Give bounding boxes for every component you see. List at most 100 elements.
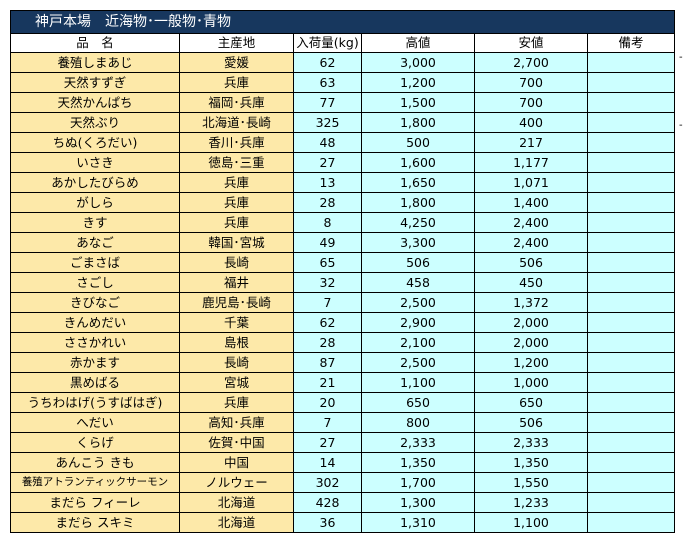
cell-high-price: 650	[361, 392, 475, 413]
cell-high-price: 1,800	[361, 112, 475, 133]
cell-origin: 愛媛	[179, 52, 294, 73]
cell-high-price: 1,800	[361, 192, 475, 213]
cell-notes	[586, 412, 676, 433]
cell-high-price: 500	[361, 132, 475, 153]
cell-low-price: 1,000	[474, 372, 588, 393]
table-row: くらげ 佐賀･中国 27 2,333 2,333	[10, 432, 676, 453]
cell-low-price: 506	[474, 412, 588, 433]
cell-notes	[586, 152, 676, 173]
cell-origin: 兵庫	[179, 392, 294, 413]
table-row: あんこう きも 中国 14 1,350 1,350	[10, 452, 676, 473]
cell-name: 養殖アトランティックサーモン	[10, 472, 180, 493]
cell-name: 赤かます	[10, 352, 180, 373]
cell-origin: 韓国･宮城	[179, 232, 294, 253]
cell-low-price: 2,400	[474, 232, 588, 253]
sheet-edge-mark: -	[679, 52, 683, 63]
cell-low-price: 506	[474, 252, 588, 273]
cell-notes	[586, 332, 676, 353]
cell-high-price: 1,310	[361, 512, 475, 533]
cell-name: きす	[10, 212, 180, 233]
cell-origin: 兵庫	[179, 212, 294, 233]
cell-high-price: 506	[361, 252, 475, 273]
cell-quantity: 302	[293, 472, 362, 493]
table-row: さごし 福井 32 458 450	[10, 272, 676, 293]
cell-name: うちわはげ(うすばはぎ)	[10, 392, 180, 413]
cell-name: きびなご	[10, 292, 180, 313]
cell-high-price: 1,350	[361, 452, 475, 473]
cell-origin: 高知･兵庫	[179, 412, 294, 433]
cell-high-price: 1,600	[361, 152, 475, 173]
cell-quantity: 32	[293, 272, 362, 293]
cell-origin: 兵庫	[179, 172, 294, 193]
cell-quantity: 87	[293, 352, 362, 373]
cell-notes	[586, 452, 676, 473]
cell-high-price: 2,333	[361, 432, 475, 453]
cell-high-price: 1,100	[361, 372, 475, 393]
cell-origin: 福岡･兵庫	[179, 92, 294, 113]
cell-origin: 島根	[179, 332, 294, 353]
header-origin: 主産地	[179, 33, 294, 53]
table-row: 黒めばる 宮城 21 1,100 1,000	[10, 372, 676, 393]
cell-quantity: 36	[293, 512, 362, 533]
cell-quantity: 7	[293, 412, 362, 433]
cell-quantity: 63	[293, 72, 362, 93]
cell-notes	[586, 72, 676, 93]
cell-low-price: 1,350	[474, 452, 588, 473]
cell-high-price: 1,650	[361, 172, 475, 193]
table-row: 天然ぶり 北海道･長崎 325 1,800 400	[10, 112, 676, 133]
cell-notes	[586, 92, 676, 113]
cell-quantity: 14	[293, 452, 362, 473]
header-low-price: 安値	[474, 33, 588, 53]
cell-quantity: 48	[293, 132, 362, 153]
cell-low-price: 700	[474, 72, 588, 93]
cell-origin: 北海道	[179, 512, 294, 533]
table-row: 養殖しまあじ 愛媛 62 3,000 2,700	[10, 52, 676, 73]
header-high-price: 高値	[361, 33, 475, 53]
cell-low-price: 2,000	[474, 332, 588, 353]
cell-high-price: 3,000	[361, 52, 475, 73]
table-title: 神戸本場 近海物･一般物･青物	[9, 10, 676, 34]
cell-notes	[586, 172, 676, 193]
cell-low-price: 2,700	[474, 52, 588, 73]
cell-high-price: 2,500	[361, 292, 475, 313]
cell-low-price: 1,233	[474, 492, 588, 513]
cell-origin: 北海道･長崎	[179, 112, 294, 133]
cell-origin: 長崎	[179, 352, 294, 373]
cell-name: まだら フィーレ	[10, 492, 180, 513]
header-quantity: 入荷量(kg)	[293, 33, 362, 53]
cell-low-price: 400	[474, 112, 588, 133]
cell-name: へだい	[10, 412, 180, 433]
table-row: 天然かんぱち 福岡･兵庫 77 1,500 700	[10, 92, 676, 113]
cell-high-price: 1,500	[361, 92, 475, 113]
cell-origin: 徳島･三重	[179, 152, 294, 173]
header-name: 品 名	[10, 33, 180, 53]
cell-name: 天然すずぎ	[10, 72, 180, 93]
table-row: いさき 徳島･三重 27 1,600 1,177	[10, 152, 676, 173]
cell-high-price: 1,300	[361, 492, 475, 513]
table-row: あなご 韓国･宮城 49 3,300 2,400	[10, 232, 676, 253]
cell-notes	[586, 192, 676, 213]
cell-notes	[586, 432, 676, 453]
cell-low-price: 1,177	[474, 152, 588, 173]
cell-quantity: 28	[293, 332, 362, 353]
table-row: ささかれい 島根 28 2,100 2,000	[10, 332, 676, 353]
cell-low-price: 650	[474, 392, 588, 413]
cell-notes	[586, 112, 676, 133]
header-row: 品 名 主産地 入荷量(kg) 高値 安値 備考	[10, 33, 676, 53]
table-row: うちわはげ(うすばはぎ) 兵庫 20 650 650	[10, 392, 676, 413]
cell-name: ささかれい	[10, 332, 180, 353]
table-row: きす 兵庫 8 4,250 2,400	[10, 212, 676, 233]
cell-low-price: 2,333	[474, 432, 588, 453]
cell-origin: 兵庫	[179, 192, 294, 213]
cell-name: 天然かんぱち	[10, 92, 180, 113]
cell-name: 黒めばる	[10, 372, 180, 393]
cell-quantity: 428	[293, 492, 362, 513]
cell-name: がしら	[10, 192, 180, 213]
cell-quantity: 7	[293, 292, 362, 313]
table-row: あかしたびらめ 兵庫 13 1,650 1,071	[10, 172, 676, 193]
table-row: 天然すずぎ 兵庫 63 1,200 700	[10, 72, 676, 93]
cell-low-price: 1,400	[474, 192, 588, 213]
cell-name: くらげ	[10, 432, 180, 453]
cell-quantity: 21	[293, 372, 362, 393]
cell-origin: 千葉	[179, 312, 294, 333]
